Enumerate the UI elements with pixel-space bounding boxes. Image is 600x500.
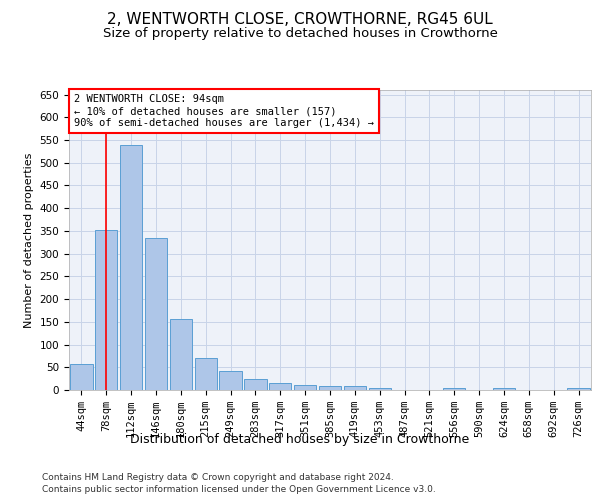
Text: Contains public sector information licensed under the Open Government Licence v3: Contains public sector information licen… — [42, 485, 436, 494]
Text: 2 WENTWORTH CLOSE: 94sqm
← 10% of detached houses are smaller (157)
90% of semi-: 2 WENTWORTH CLOSE: 94sqm ← 10% of detach… — [74, 94, 374, 128]
Bar — [493, 388, 515, 390]
Bar — [145, 238, 167, 390]
Bar — [344, 386, 366, 390]
Bar — [294, 386, 316, 390]
Bar — [220, 371, 242, 390]
Bar — [443, 388, 466, 390]
Bar — [368, 388, 391, 390]
Bar — [319, 386, 341, 390]
Bar — [120, 146, 142, 390]
Bar — [95, 230, 118, 390]
Text: 2, WENTWORTH CLOSE, CROWTHORNE, RG45 6UL: 2, WENTWORTH CLOSE, CROWTHORNE, RG45 6UL — [107, 12, 493, 28]
Text: Size of property relative to detached houses in Crowthorne: Size of property relative to detached ho… — [103, 28, 497, 40]
Bar — [170, 318, 192, 390]
Text: Contains HM Land Registry data © Crown copyright and database right 2024.: Contains HM Land Registry data © Crown c… — [42, 472, 394, 482]
Bar — [568, 388, 590, 390]
Bar — [70, 364, 92, 390]
Bar — [244, 378, 266, 390]
Bar — [269, 382, 292, 390]
Bar — [194, 358, 217, 390]
Y-axis label: Number of detached properties: Number of detached properties — [24, 152, 34, 328]
Text: Distribution of detached houses by size in Crowthorne: Distribution of detached houses by size … — [130, 432, 470, 446]
